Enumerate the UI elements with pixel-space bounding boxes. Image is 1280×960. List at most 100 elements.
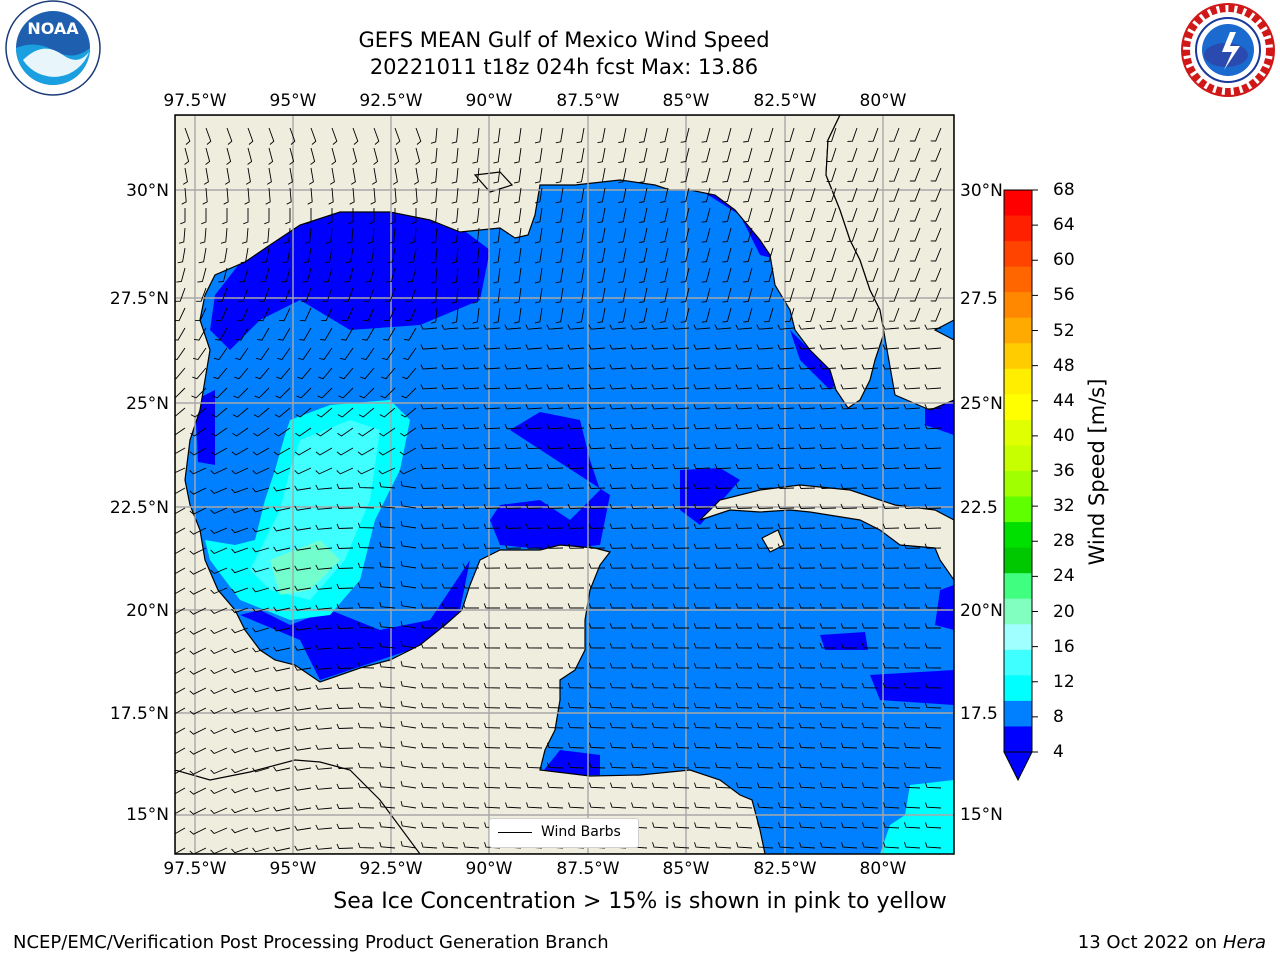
wind-barb	[764, 167, 774, 183]
wind-barbs	[175, 127, 942, 854]
wind-barb	[175, 587, 186, 595]
wind-barb	[441, 603, 458, 609]
wind-barb	[764, 187, 774, 203]
wind-barb	[391, 187, 397, 205]
wind-barb	[462, 404, 480, 410]
wind-barb	[861, 424, 879, 430]
wind-barb	[252, 567, 270, 573]
wind-barb	[285, 208, 291, 225]
wind-barb	[483, 722, 501, 729]
wind-barb	[363, 307, 375, 322]
wind-barb	[924, 762, 942, 769]
wind-barb	[336, 483, 354, 489]
wind-barb	[736, 842, 753, 849]
wind-barb	[861, 623, 878, 629]
wind-barb	[336, 563, 354, 569]
wind-barb	[317, 387, 333, 399]
wind-barb	[331, 147, 337, 165]
wind-barb	[903, 623, 920, 629]
wind-barb	[798, 324, 816, 330]
wind-barb	[847, 207, 858, 222]
wind-barb	[462, 583, 480, 589]
wind-barb	[588, 503, 606, 509]
wind-barb	[420, 503, 438, 509]
wind-barb	[337, 407, 354, 418]
wind-barb	[175, 667, 186, 675]
wind-barb	[178, 227, 186, 244]
wind-barb	[588, 742, 606, 749]
wind-barb	[743, 307, 753, 323]
wind-barb	[278, 327, 291, 341]
wind-barb	[798, 603, 815, 609]
wind-barb	[321, 307, 333, 322]
wind-barb	[226, 127, 233, 145]
wind-barb	[798, 424, 816, 430]
lat-label-right: 25°N	[960, 394, 1003, 414]
wind-barb	[231, 847, 249, 854]
wind-barb	[847, 307, 858, 322]
wind-barb	[268, 147, 274, 165]
wind-barb	[451, 147, 459, 164]
wind-barb	[205, 127, 212, 145]
wind-barb	[336, 503, 354, 509]
colorbar-tick-label: 12	[1053, 671, 1075, 692]
wind-barb	[576, 227, 585, 244]
wind-barb	[714, 722, 732, 729]
wind-barb	[308, 167, 314, 185]
wind-barb	[903, 702, 921, 709]
wind-barb	[420, 662, 438, 669]
wind-barb	[294, 805, 312, 811]
wind-barb	[618, 307, 627, 324]
wind-barb	[567, 742, 585, 749]
wind-barb	[203, 167, 209, 185]
wind-barb	[336, 467, 354, 475]
wind-barb	[555, 147, 564, 164]
wind-barb	[840, 742, 858, 749]
wind-barb	[589, 802, 606, 809]
wind-barb	[244, 187, 250, 205]
wind-barb	[735, 603, 752, 609]
wind-barb	[189, 727, 207, 735]
wind-barb	[441, 503, 459, 509]
wind-barb	[462, 603, 479, 609]
wind-barb	[273, 846, 291, 852]
wind-barb	[672, 443, 690, 450]
wind-barb	[406, 287, 417, 302]
wind-barb	[546, 782, 564, 789]
wind-barb	[798, 483, 816, 489]
wind-barb	[201, 208, 207, 225]
wind-barb	[861, 603, 878, 609]
wind-barb	[357, 842, 375, 849]
wind-barb	[840, 543, 858, 549]
wind-barb	[181, 187, 187, 205]
wind-barb	[651, 643, 669, 649]
colorbar-tick-label: 48	[1053, 355, 1075, 376]
wind-barb	[672, 523, 690, 529]
wind-barb	[889, 167, 900, 182]
wind-barb	[379, 761, 396, 769]
lon-label-bottom: 90°W	[466, 859, 513, 879]
wind-barb	[672, 404, 690, 410]
wind-barb	[909, 187, 921, 202]
wind-barb	[546, 384, 564, 390]
wind-barb	[462, 623, 479, 629]
wind-barb	[472, 127, 480, 144]
wind-barb	[546, 643, 564, 649]
wind-barb	[493, 167, 501, 184]
wind-barb	[472, 287, 480, 304]
wind-barb	[819, 662, 837, 669]
wind-barb	[357, 722, 375, 729]
wind-barb	[840, 523, 858, 529]
wind-barb	[882, 702, 900, 709]
wind-barb	[882, 782, 900, 789]
wind-barb	[525, 404, 543, 410]
wind-barb	[882, 443, 900, 450]
wind-barb	[630, 623, 647, 629]
wind-barb	[819, 523, 837, 529]
wind-barb	[651, 623, 668, 629]
wind-barb	[273, 746, 291, 752]
wind-barb	[903, 384, 921, 390]
wind-barb	[472, 167, 480, 184]
wind-barb	[609, 463, 627, 470]
wind-barb	[273, 586, 291, 592]
